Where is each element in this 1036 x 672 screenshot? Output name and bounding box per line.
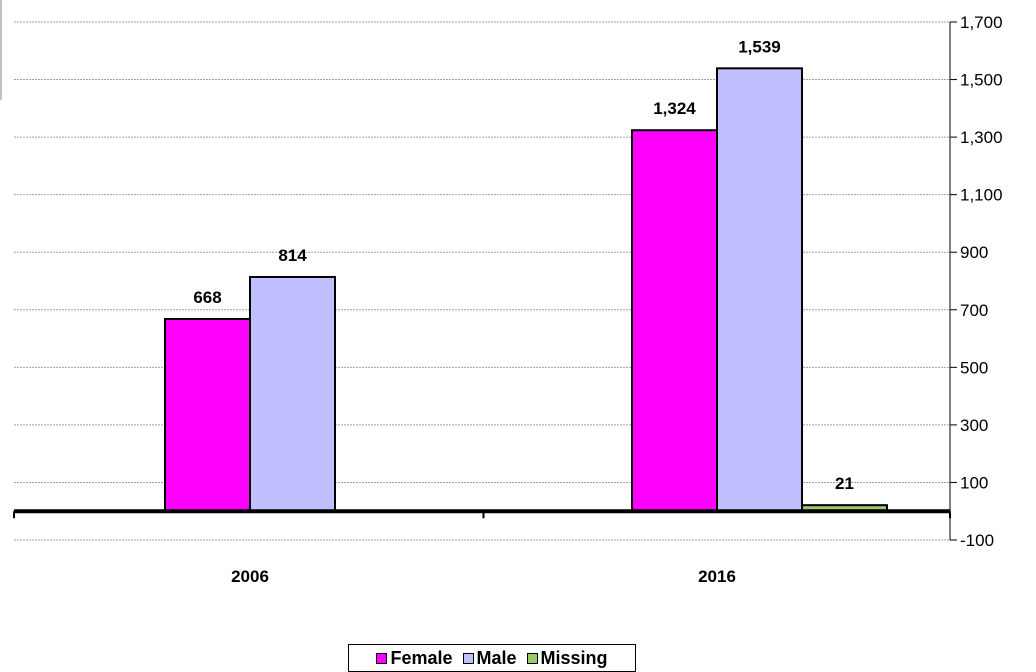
y-tick-label: 900 xyxy=(960,243,988,262)
gridlines xyxy=(14,21,950,541)
y-tick-label: -100 xyxy=(960,531,994,550)
y-tick-label: 1,300 xyxy=(960,128,1003,147)
legend-item-male: Male xyxy=(462,647,517,669)
y-tick-label: 700 xyxy=(960,301,988,320)
data-label: 21 xyxy=(835,474,854,493)
category-label: 2016 xyxy=(698,567,736,586)
y-tick-label: 1,100 xyxy=(960,186,1003,205)
legend-item-female: Female xyxy=(376,647,453,669)
legend-label: Male xyxy=(476,647,517,668)
legend-item-missing: Missing xyxy=(526,647,608,669)
legend-swatch xyxy=(462,652,474,664)
legend-swatch xyxy=(526,652,538,664)
legend-label: Female xyxy=(390,647,453,668)
bars-group xyxy=(164,67,888,513)
data-label: 814 xyxy=(278,246,307,265)
bar-female-2016 xyxy=(631,129,718,513)
legend: Female Male Missing xyxy=(348,644,636,672)
data-labels-group: 668 814 1,324 1,539 21 xyxy=(193,37,854,493)
axes-group: -100 100 300 500 700 900 1,100 1,300 1,500 1,700 xyxy=(0,0,1003,550)
y-tick-label: 500 xyxy=(960,358,988,377)
bar-male-2006 xyxy=(249,275,336,513)
y-tick-label: 100 xyxy=(960,473,988,492)
bar-male-2016 xyxy=(716,67,803,513)
bar-female-2006 xyxy=(164,317,251,513)
y-tick-label: 300 xyxy=(960,416,988,435)
y-tick-label: 1,500 xyxy=(960,71,1003,90)
legend-swatch xyxy=(376,652,388,664)
category-label: 2006 xyxy=(231,567,269,586)
category-labels-group: 2006 2016 xyxy=(231,567,736,586)
data-label: 1,324 xyxy=(653,99,696,118)
y-tick-label: 1,700 xyxy=(960,13,1003,32)
data-label: 1,539 xyxy=(738,37,781,56)
legend-label: Missing xyxy=(540,647,608,668)
data-label: 668 xyxy=(193,288,221,307)
